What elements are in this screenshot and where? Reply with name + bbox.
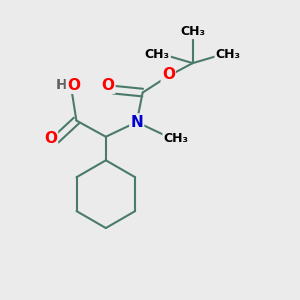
Text: O: O <box>101 78 114 93</box>
Text: N: N <box>130 115 143 130</box>
Text: O: O <box>67 78 80 93</box>
Text: CH₃: CH₃ <box>164 132 188 145</box>
Text: CH₃: CH₃ <box>181 25 206 38</box>
Text: O: O <box>44 131 57 146</box>
Text: CH₃: CH₃ <box>215 48 241 61</box>
Text: H: H <box>56 78 68 92</box>
Text: CH₃: CH₃ <box>145 48 170 61</box>
Text: O: O <box>162 68 175 82</box>
